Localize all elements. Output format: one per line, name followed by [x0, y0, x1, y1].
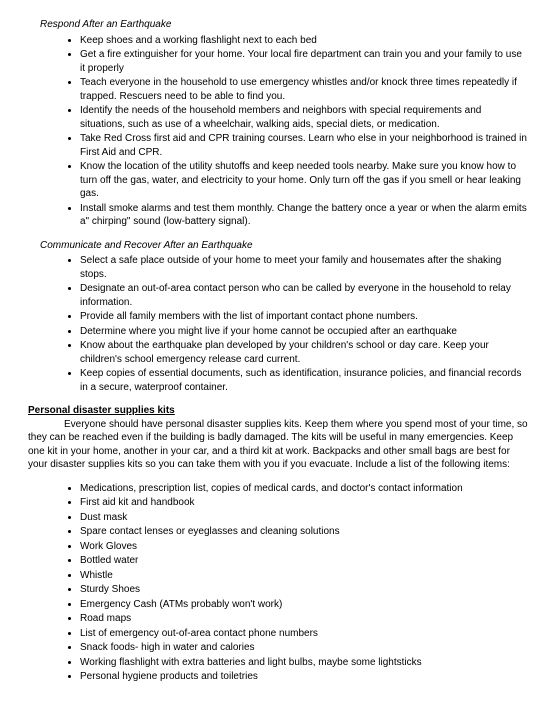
- list-item: Snack foods- high in water and calories: [80, 641, 529, 655]
- list-item: Working flashlight with extra batteries …: [80, 656, 529, 670]
- list-item: Road maps: [80, 612, 529, 626]
- list-item: Identify the needs of the household memb…: [80, 104, 529, 131]
- list-item: Spare contact lenses or eyeglasses and c…: [80, 525, 529, 539]
- list-item: Emergency Cash (ATMs probably won't work…: [80, 598, 529, 612]
- list-item: Determine where you might live if your h…: [80, 325, 529, 339]
- list-item: Personal hygiene products and toiletries: [80, 670, 529, 684]
- communicate-list: Select a safe place outside of your home…: [28, 254, 529, 394]
- list-item: List of emergency out-of-area contact ph…: [80, 627, 529, 641]
- list-item: Medications, prescription list, copies o…: [80, 482, 529, 496]
- list-item: Bottled water: [80, 554, 529, 568]
- list-item: Provide all family members with the list…: [80, 310, 529, 324]
- list-item: Dust mask: [80, 511, 529, 525]
- kits-list: Medications, prescription list, copies o…: [28, 482, 529, 684]
- kits-heading: Personal disaster supplies kits: [28, 404, 529, 418]
- list-item: Designate an out-of-area contact person …: [80, 282, 529, 309]
- respond-heading: Respond After an Earthquake: [40, 18, 529, 32]
- list-item: Install smoke alarms and test them month…: [80, 202, 529, 229]
- list-item: Keep shoes and a working flashlight next…: [80, 34, 529, 48]
- communicate-heading: Communicate and Recover After an Earthqu…: [40, 239, 529, 253]
- list-item: Work Gloves: [80, 540, 529, 554]
- list-item: Know about the earthquake plan developed…: [80, 339, 529, 366]
- list-item: First aid kit and handbook: [80, 496, 529, 510]
- list-item: Get a fire extinguisher for your home. Y…: [80, 48, 529, 75]
- list-item: Take Red Cross first aid and CPR trainin…: [80, 132, 529, 159]
- list-item: Sturdy Shoes: [80, 583, 529, 597]
- list-item: Keep copies of essential documents, such…: [80, 367, 529, 394]
- list-item: Know the location of the utility shutoff…: [80, 160, 529, 201]
- list-item: Teach everyone in the household to use e…: [80, 76, 529, 103]
- kits-intro: Everyone should have personal disaster s…: [28, 418, 529, 472]
- list-item: Whistle: [80, 569, 529, 583]
- list-item: Select a safe place outside of your home…: [80, 254, 529, 281]
- respond-list: Keep shoes and a working flashlight next…: [28, 34, 529, 229]
